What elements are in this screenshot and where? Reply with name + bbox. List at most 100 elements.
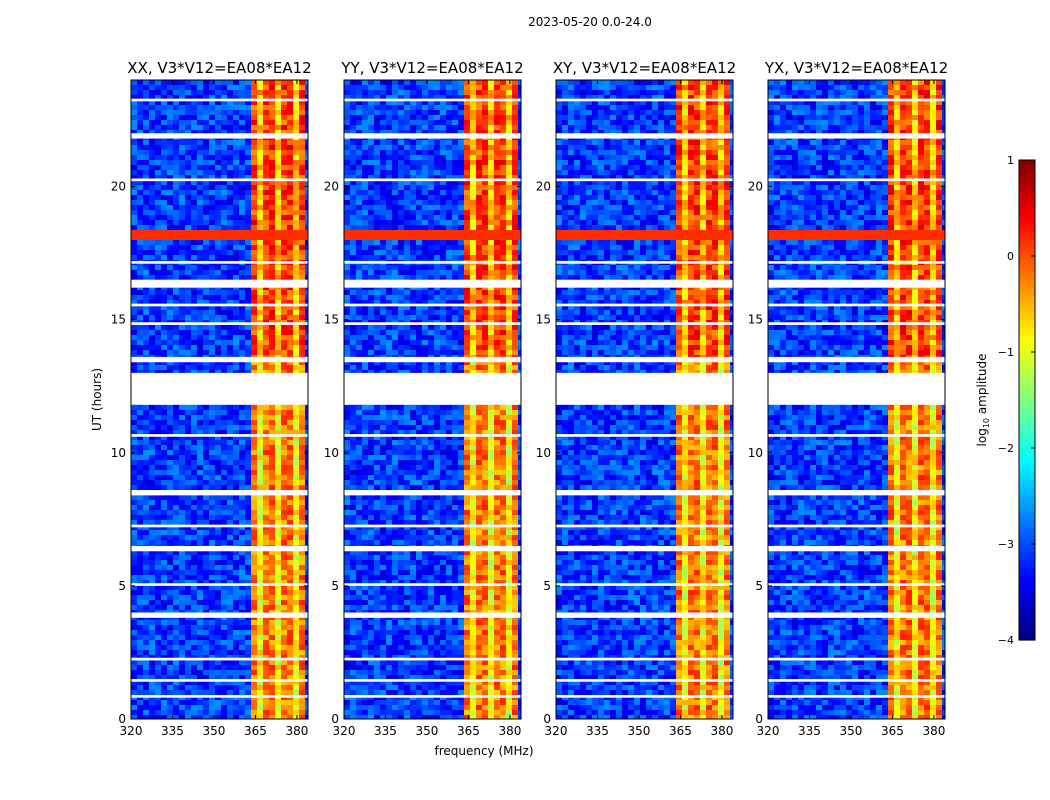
- flagged-gap: [131, 524, 308, 528]
- colorbar-segment: [1019, 476, 1035, 481]
- y-tick-label: 5: [118, 579, 126, 593]
- colorbar-segment: [1019, 488, 1035, 493]
- colorbar-tick-label: −4: [998, 634, 1014, 647]
- colorbar-tick-label: −2: [998, 442, 1014, 455]
- y-tick-label: 5: [543, 579, 551, 593]
- y-tick-label: 15: [748, 313, 763, 327]
- x-tick-label: 335: [374, 724, 397, 738]
- colorbar-segment: [1019, 236, 1035, 241]
- colorbar-segment: [1019, 596, 1035, 601]
- flagged-gap: [344, 303, 521, 307]
- colorbar-segment: [1019, 524, 1035, 529]
- colorbar-segment: [1019, 548, 1035, 553]
- colorbar-segment: [1019, 328, 1035, 333]
- flagged-gap: [768, 524, 945, 528]
- colorbar-segment: [1019, 416, 1035, 421]
- x-tick-label: 350: [203, 724, 226, 738]
- flagged-gap: [556, 657, 733, 661]
- colorbar-segment: [1019, 372, 1035, 377]
- colorbar-segment: [1019, 444, 1035, 449]
- flagged-gap: [768, 434, 945, 437]
- colorbar-segment: [1019, 452, 1035, 457]
- colorbar-segment: [1019, 244, 1035, 249]
- panel-2: XY, V3*V12=EA08*EA12 320 335 350 365 380 0 5 10 1…: [536, 59, 736, 738]
- colorbar-segment: [1019, 572, 1035, 577]
- colorbar-segment: [1019, 428, 1035, 433]
- y-tick-label: 10: [748, 446, 763, 460]
- flagged-gap: [344, 279, 521, 288]
- colorbar-segment: [1019, 276, 1035, 281]
- colorbar-segment: [1019, 216, 1035, 221]
- colorbar-segment: [1019, 484, 1035, 489]
- colorbar-tick-label: 1: [1007, 154, 1014, 167]
- colorbar-segment: [1019, 624, 1035, 629]
- panel-title: YY, V3*V12=EA08*EA12: [340, 59, 523, 77]
- heatmap-image: [131, 80, 308, 719]
- flagged-gap: [768, 583, 945, 586]
- flagged-gap: [556, 133, 733, 139]
- colorbar-segment: [1019, 348, 1035, 353]
- flagged-gap: [344, 98, 521, 102]
- colorbar-segment: [1019, 456, 1035, 461]
- colorbar-segment: [1019, 532, 1035, 537]
- colorbar-segment: [1019, 200, 1035, 205]
- colorbar-segment: [1019, 280, 1035, 285]
- panel-title: XX, V3*V12=EA08*EA12: [127, 59, 311, 77]
- colorbar-segment: [1019, 340, 1035, 345]
- colorbar-segment: [1019, 552, 1035, 557]
- flagged-gap: [768, 372, 945, 405]
- colorbar-segment: [1019, 204, 1035, 209]
- colorbar-segment: [1019, 364, 1035, 369]
- colorbar-segment: [1019, 440, 1035, 445]
- colorbar-segment: [1019, 540, 1035, 545]
- colorbar-segment: [1019, 604, 1035, 609]
- colorbar-segment: [1019, 300, 1035, 305]
- y-tick-label: 0: [331, 712, 339, 726]
- colorbar-segment: [1019, 160, 1035, 165]
- flagged-gap: [556, 695, 733, 698]
- colorbar-segment: [1019, 564, 1035, 569]
- flagged-gap: [556, 679, 733, 682]
- colorbar-segment: [1019, 304, 1035, 309]
- y-tick-label: 20: [748, 180, 763, 194]
- flagged-gap: [344, 356, 521, 363]
- colorbar-segment: [1019, 168, 1035, 173]
- flagged-gap: [131, 133, 308, 139]
- flagged-gap: [768, 695, 945, 698]
- colorbar-segment: [1019, 412, 1035, 417]
- colorbar-segment: [1019, 408, 1035, 413]
- colorbar-segment: [1019, 196, 1035, 201]
- flagged-gap: [344, 178, 521, 182]
- flagged-gap: [344, 261, 521, 264]
- flagged-gap: [131, 695, 308, 698]
- colorbar-segment: [1019, 432, 1035, 437]
- colorbar-segment: [1019, 352, 1035, 357]
- colorbar-segment: [1019, 468, 1035, 473]
- colorbar-segment: [1019, 512, 1035, 517]
- colorbar-label: log10 amplitude: [975, 354, 991, 447]
- y-tick-label: 15: [536, 313, 551, 327]
- colorbar-segment: [1019, 580, 1035, 585]
- flagged-gap: [556, 356, 733, 363]
- x-tick-label: 380: [922, 724, 945, 738]
- x-tick-label: 365: [881, 724, 904, 738]
- flagged-gap: [131, 303, 308, 307]
- colorbar-segment: [1019, 500, 1035, 505]
- x-tick-label: 350: [840, 724, 863, 738]
- colorbar-segment: [1019, 344, 1035, 349]
- colorbar-segment: [1019, 556, 1035, 561]
- y-tick-label: 0: [118, 712, 126, 726]
- colorbar-segment: [1019, 240, 1035, 245]
- colorbar-segment: [1019, 324, 1035, 329]
- x-tick-label: 320: [545, 724, 568, 738]
- y-axis-label: UT (hours): [90, 368, 104, 431]
- colorbar-segment: [1019, 508, 1035, 513]
- colorbar-segment: [1019, 420, 1035, 425]
- flagged-gap: [131, 322, 308, 325]
- x-tick-label: 365: [457, 724, 480, 738]
- flagged-gap: [131, 261, 308, 264]
- colorbar-segment: [1019, 568, 1035, 573]
- flagged-gap: [768, 612, 945, 618]
- flagged-gap: [131, 356, 308, 363]
- colorbar-segment: [1019, 560, 1035, 565]
